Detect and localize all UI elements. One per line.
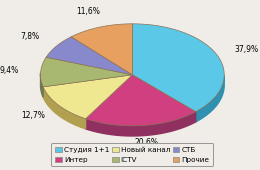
Text: 12,7%: 12,7% <box>21 111 45 120</box>
Polygon shape <box>41 57 132 87</box>
Legend: Студия 1+1, Интер, Новый канал, ICTV, СТБ, Прочие: Студия 1+1, Интер, Новый канал, ICTV, СТ… <box>51 143 213 166</box>
Text: 20,6%: 20,6% <box>134 138 158 147</box>
Text: 7,8%: 7,8% <box>21 32 40 41</box>
Polygon shape <box>132 24 224 112</box>
Polygon shape <box>86 75 196 126</box>
Polygon shape <box>46 37 132 75</box>
Text: 9,4%: 9,4% <box>0 66 19 75</box>
Text: 37,9%: 37,9% <box>235 45 259 54</box>
Polygon shape <box>43 75 132 119</box>
Polygon shape <box>43 87 86 129</box>
Text: 11,6%: 11,6% <box>76 7 100 16</box>
Polygon shape <box>196 76 224 122</box>
Polygon shape <box>86 112 196 136</box>
Polygon shape <box>41 73 43 97</box>
Polygon shape <box>71 24 132 75</box>
